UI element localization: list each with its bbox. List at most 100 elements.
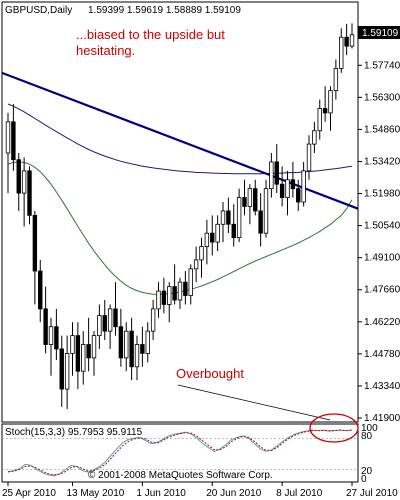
candle-body — [258, 210, 263, 234]
price-tick-label: 1.43340 — [364, 381, 400, 392]
date-tick-label: 27 Jul 2010 — [346, 488, 398, 499]
candle-body — [102, 315, 107, 332]
candle-body — [16, 159, 21, 194]
candle-body — [59, 348, 64, 390]
candle-body — [215, 223, 220, 243]
note-line-1: ...biased to the upside but — [76, 27, 225, 42]
candle-body — [204, 232, 210, 247]
candle-body — [279, 183, 285, 198]
date-tick-label: 1 Jun 2010 — [136, 488, 186, 499]
price-tick-label: 1.53420 — [364, 156, 400, 167]
date-tick-label: 20 Jun 2010 — [206, 488, 261, 499]
date-tick-label: 8 Jul 2010 — [276, 488, 323, 499]
candle-body — [263, 188, 269, 234]
candle-body — [54, 326, 59, 350]
price-axis: 1.57740 1.56300 1.54860 1.53420 1.51980 1.505… — [358, 34, 400, 424]
date-tick-label: 13 May 2010 — [67, 488, 125, 499]
price-tick-label: 1.46220 — [364, 317, 400, 328]
candle-body — [269, 161, 274, 190]
candle-body — [349, 34, 355, 47]
candle-body — [124, 330, 129, 359]
price-tick-label: 1.54860 — [364, 124, 400, 135]
candle-body — [107, 308, 113, 332]
candle-body — [145, 330, 150, 354]
candle-body — [274, 161, 279, 185]
candle-body — [118, 326, 124, 359]
candle-body — [150, 308, 156, 332]
candle-body — [32, 214, 38, 272]
stoch-level-100: 100 — [361, 423, 378, 434]
candle-body — [199, 246, 204, 261]
candle-body — [301, 170, 306, 203]
candle-body — [322, 108, 328, 114]
candle-body — [312, 130, 317, 145]
stoch-lines — [2, 429, 358, 477]
candle-body — [75, 335, 81, 372]
overbought-arrow — [177, 384, 331, 421]
candle-body — [27, 170, 32, 216]
candle-body — [210, 232, 215, 243]
candle-body — [5, 121, 11, 154]
candle-body — [253, 188, 258, 212]
candle-body — [97, 315, 102, 337]
stoch-label: Stoch(15,3,3) 95.7953 95.9115 — [5, 427, 143, 438]
candle-body — [177, 281, 183, 301]
candle-body — [38, 270, 43, 310]
candle-body — [21, 170, 27, 194]
long-ma-line — [7, 103, 353, 175]
price-tick-label: 1.56300 — [364, 92, 400, 103]
candle-body — [134, 344, 140, 368]
candle-body — [306, 143, 312, 172]
candle-body — [220, 210, 226, 225]
note-line-2: hesitating. — [76, 43, 135, 58]
candle-body — [328, 90, 333, 114]
candle-body — [344, 36, 349, 47]
stoch-level-0: 0 — [361, 474, 367, 485]
candle-body — [156, 290, 161, 310]
candle-body — [247, 188, 253, 207]
price-tick-label: 1.47660 — [364, 285, 400, 296]
price-tick-label: 1.51980 — [364, 189, 400, 200]
price-tick-label: 1.50540 — [364, 221, 400, 232]
date-tick-label: 25 Apr 2010 — [2, 488, 56, 499]
candle-body — [86, 344, 91, 359]
candle-body — [236, 197, 242, 239]
candle-body — [70, 335, 75, 354]
ohlc-label: 1.59399 1.59619 1.58889 1.59109 — [88, 5, 241, 16]
overbought-label: Overbought — [176, 366, 244, 381]
candle-body — [11, 121, 16, 161]
candle-body — [48, 326, 54, 345]
current-price-box — [358, 26, 400, 39]
candle-body — [91, 335, 97, 359]
stoch-level-80: 80 — [361, 431, 373, 442]
date-axis: 25 Apr 2010 13 May 2010 1 Jun 2010 20 Jun 2… — [2, 482, 398, 499]
candle-body — [188, 268, 193, 296]
candle-body — [81, 344, 86, 372]
candle-body — [339, 36, 344, 69]
symbol-label: GBPUSD,Daily — [5, 5, 72, 16]
candle-body — [193, 259, 199, 270]
candle-body — [285, 179, 290, 198]
candle-body — [290, 179, 296, 190]
current-price-label: 1.59109 — [362, 28, 399, 39]
candle-body — [140, 344, 145, 354]
candle-body — [296, 188, 301, 203]
stoch-level-20: 20 — [361, 466, 373, 477]
price-tick-label: 1.41900 — [364, 413, 400, 424]
price-tick-label: 1.44780 — [364, 349, 400, 360]
candle-body — [231, 223, 236, 239]
copyright-label: © 2001-2008 MetaQuotes Software Corp. — [88, 470, 273, 481]
overbought-ellipse — [309, 413, 359, 443]
candle-body — [172, 286, 177, 301]
candle-body — [129, 330, 134, 368]
candles — [5, 23, 355, 410]
candle-body — [43, 308, 48, 345]
price-pane — [1, 1, 359, 423]
candle-body — [242, 197, 247, 207]
candle-body — [113, 308, 118, 328]
candle-body — [226, 210, 231, 225]
candle-body — [167, 286, 172, 305]
stoch-signal-line — [7, 429, 353, 476]
candle-body — [183, 281, 188, 296]
